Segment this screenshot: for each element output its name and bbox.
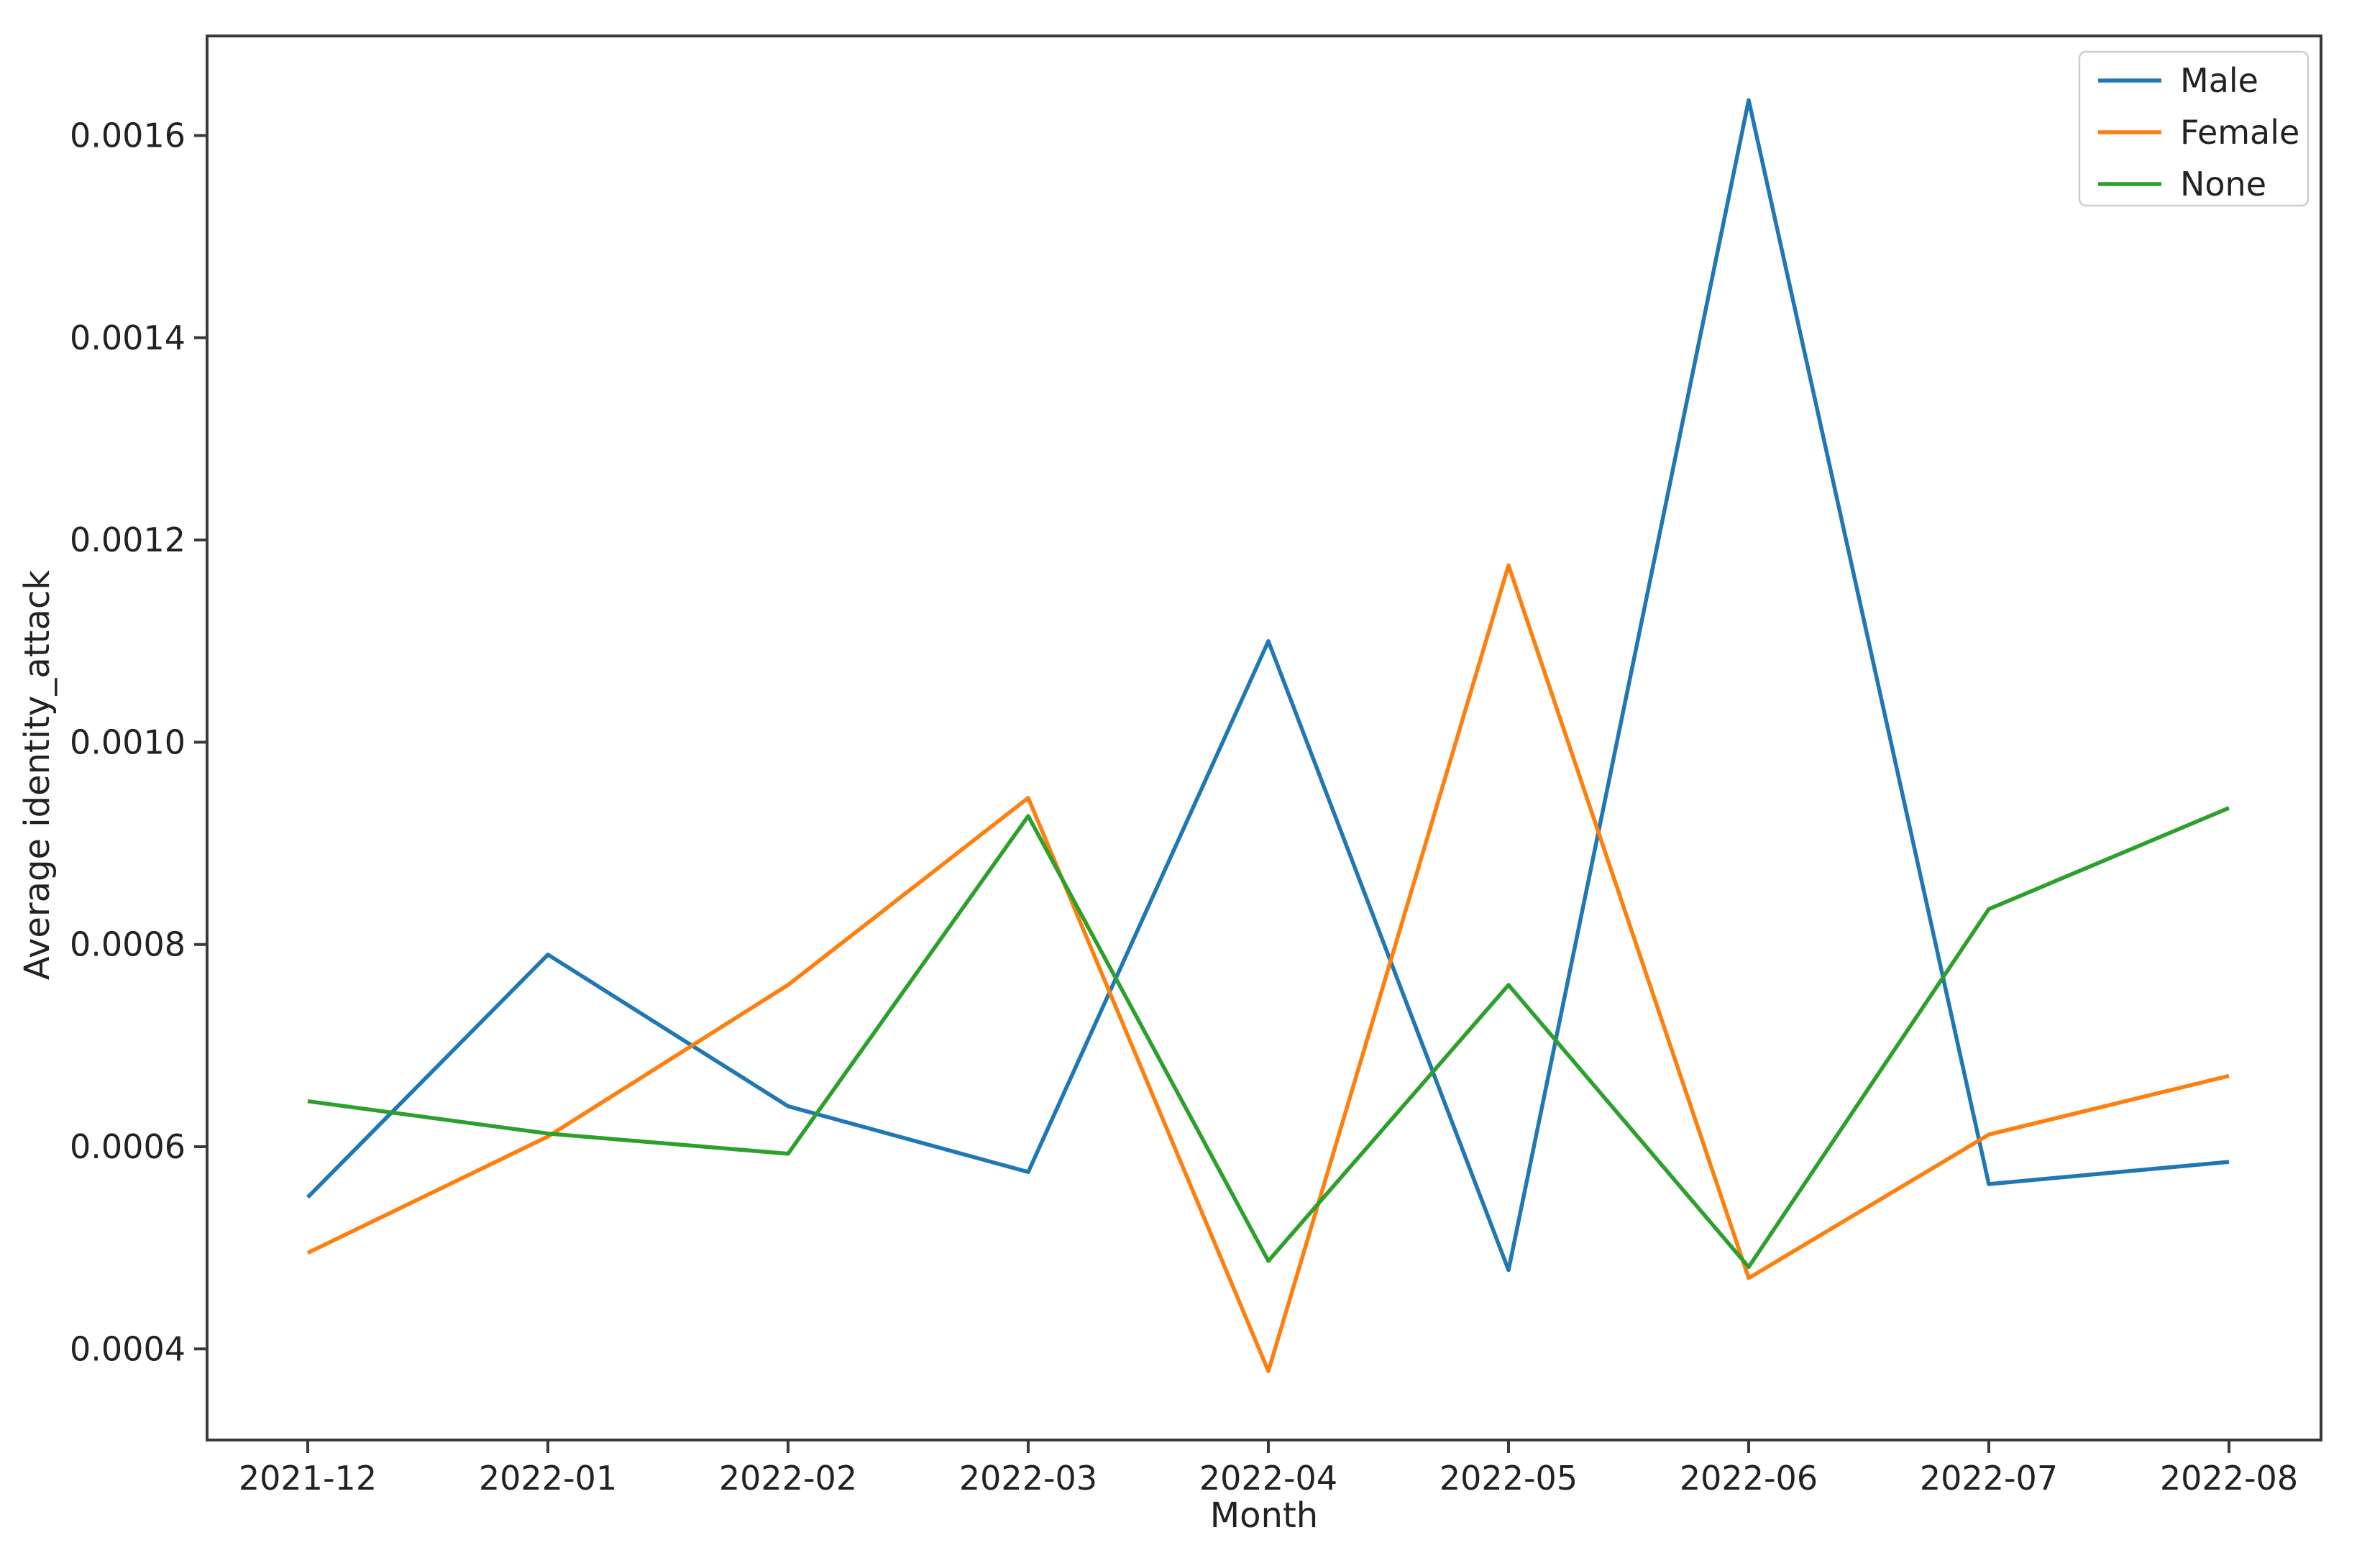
x-tick-label: 2022-03 [959, 1459, 1097, 1498]
plot-area: 2021-12 2022-01 2022-02 2022-03 2022-04 2022-… [70, 50, 2310, 1498]
x-tick-label: 2022-02 [719, 1459, 857, 1498]
legend-label-none: None [2180, 165, 2266, 203]
x-tick-label: 2022-06 [1680, 1459, 1818, 1498]
legend-box [2078, 50, 2310, 207]
x-tick-label: 2022-01 [479, 1459, 617, 1498]
series-line-none [307, 806, 2230, 1270]
y-axis-label: Average identity_attack [17, 570, 58, 980]
y-tick-label: 0.0004 [70, 1329, 186, 1368]
x-tick-label: 2022-04 [1199, 1459, 1337, 1498]
y-tick-label: 0.0014 [70, 318, 186, 357]
legend-label-male: Male [2180, 61, 2258, 100]
legend-label-female: Female [2180, 113, 2299, 152]
y-tick-label: 0.0010 [70, 723, 186, 761]
plot-border [206, 35, 2322, 1441]
x-tick-label: 2022-08 [2160, 1459, 2298, 1498]
y-tick-label: 0.0008 [70, 925, 186, 964]
series-line-female [306, 563, 2230, 1373]
x-tick-label: 2022-05 [1439, 1459, 1578, 1498]
series-line-male [306, 98, 2230, 1273]
y-tick-label: 0.0006 [70, 1127, 186, 1166]
y-tick-label: 0.0012 [70, 521, 186, 559]
x-axis-label: Month [1210, 1495, 1318, 1536]
y-tick-label: 0.0016 [70, 116, 186, 155]
x-tick-label: 2021-12 [239, 1459, 377, 1498]
x-tick-label: 2022-07 [1920, 1459, 2058, 1498]
